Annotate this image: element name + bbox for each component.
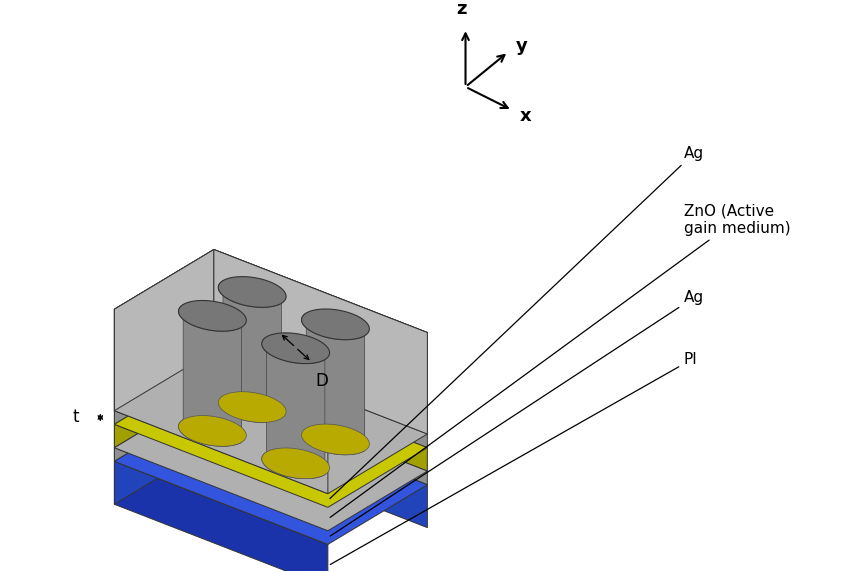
Polygon shape (114, 249, 214, 411)
Polygon shape (302, 424, 369, 455)
Polygon shape (114, 351, 427, 494)
Polygon shape (114, 364, 214, 448)
Text: ZnO (Active
gain medium): ZnO (Active gain medium) (330, 203, 790, 518)
Polygon shape (114, 388, 214, 462)
Text: y: y (515, 37, 527, 55)
Polygon shape (114, 249, 214, 411)
Text: x: x (520, 108, 531, 125)
Polygon shape (114, 448, 327, 545)
Polygon shape (302, 313, 365, 455)
Polygon shape (114, 309, 327, 494)
Text: Ag: Ag (330, 146, 703, 499)
Polygon shape (218, 392, 285, 423)
Polygon shape (302, 309, 369, 340)
Text: Ag: Ag (330, 290, 703, 536)
Polygon shape (262, 448, 329, 479)
Polygon shape (214, 249, 427, 434)
Polygon shape (114, 364, 427, 507)
Polygon shape (114, 351, 214, 424)
Polygon shape (114, 249, 427, 392)
Polygon shape (218, 277, 285, 307)
Polygon shape (114, 402, 214, 505)
Polygon shape (214, 364, 427, 471)
Polygon shape (178, 416, 246, 446)
Polygon shape (214, 402, 427, 527)
Polygon shape (214, 351, 427, 448)
Text: PI: PI (330, 352, 697, 565)
Polygon shape (262, 333, 329, 364)
Text: D: D (315, 372, 328, 390)
Polygon shape (214, 388, 427, 484)
Polygon shape (114, 249, 427, 392)
Polygon shape (114, 411, 327, 507)
Text: t: t (72, 408, 79, 427)
Polygon shape (114, 309, 327, 494)
Polygon shape (114, 402, 427, 545)
Polygon shape (218, 281, 281, 423)
Text: z: z (456, 0, 466, 18)
Polygon shape (178, 300, 246, 331)
Polygon shape (114, 388, 427, 531)
Polygon shape (178, 304, 241, 446)
Polygon shape (214, 249, 427, 434)
Polygon shape (114, 462, 327, 572)
Polygon shape (262, 337, 325, 479)
Polygon shape (114, 424, 327, 531)
